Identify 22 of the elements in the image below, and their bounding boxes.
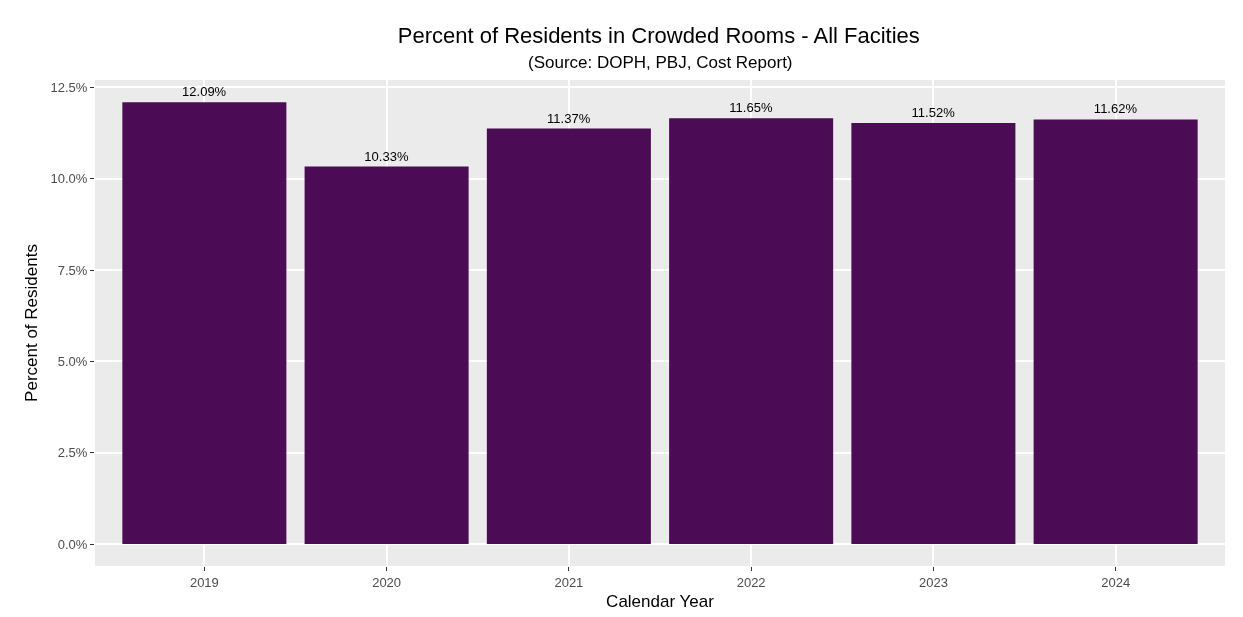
y-axis-title: Percent of Residents: [22, 244, 42, 402]
y-tick-label: 7.5%: [57, 262, 88, 278]
x-tick-label: 2023: [918, 574, 948, 590]
chart-title: Percent of Residents in Crowded Rooms - All Facities: [397, 23, 920, 49]
y-tick-label: 5.0%: [57, 353, 88, 369]
data-label: 11.52%: [911, 105, 956, 121]
x-tick-label: 2020: [372, 574, 402, 590]
x-axis-title: Calendar Year: [606, 592, 715, 611]
y-tick-label: 12.5%: [50, 79, 88, 95]
data-label: 11.62%: [1093, 101, 1138, 117]
chart-subtitle: (Source: DOPH, PBJ, Cost Report): [528, 53, 793, 72]
x-tick-label: 2022: [736, 574, 766, 590]
x-tick-label: 2024: [1101, 574, 1131, 590]
x-tick-label: 2019: [189, 574, 219, 590]
data-label: 12.09%: [182, 84, 227, 100]
y-tick-label: 0.0%: [57, 536, 88, 552]
data-label: 11.65%: [729, 100, 773, 116]
data-label: 11.37%: [547, 110, 591, 126]
y-tick-label: 2.5%: [57, 445, 88, 461]
y-tick-label: 10.0%: [50, 171, 88, 187]
x-tick-label: 2021: [554, 574, 584, 590]
data-label: 10.33%: [364, 148, 409, 164]
